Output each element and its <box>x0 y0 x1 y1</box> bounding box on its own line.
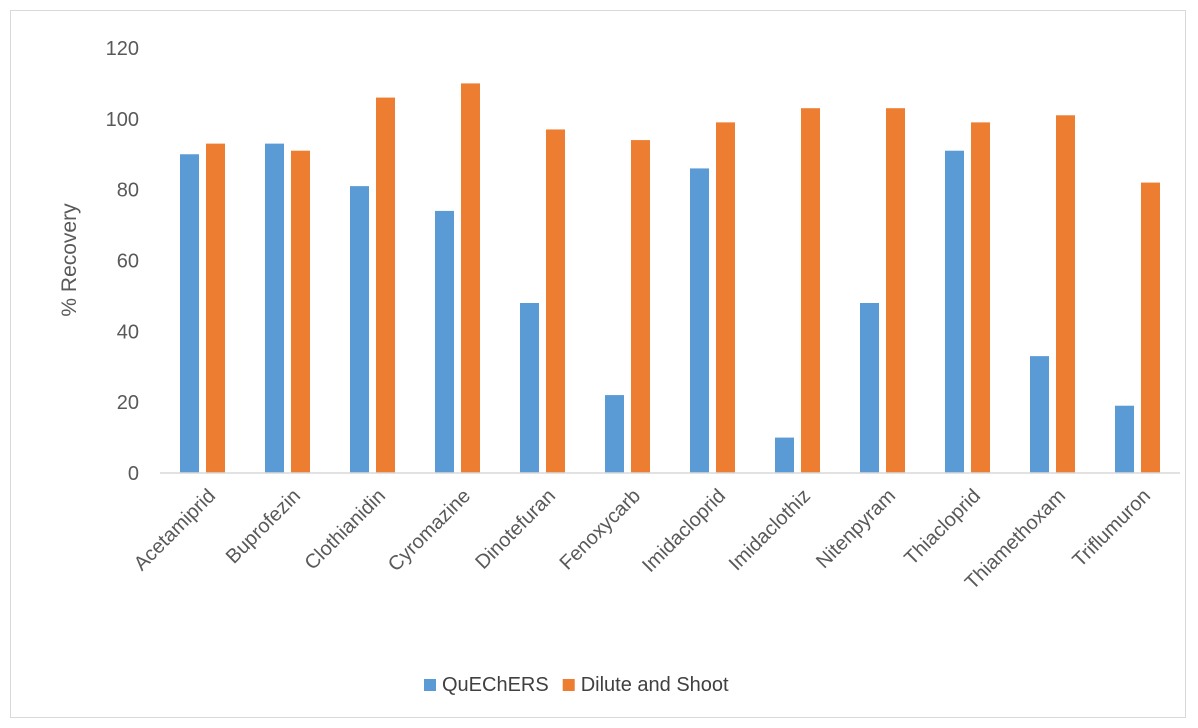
bar-dilute-thiamethoxam <box>1056 115 1075 474</box>
legend-label: QuEChERS <box>442 674 549 696</box>
y-tick-label: 40 <box>117 321 139 343</box>
bar-dilute-fenoxycarb <box>631 140 650 474</box>
y-tick-label: 120 <box>106 38 139 60</box>
bar-dilute-imidaclothiz <box>801 108 820 473</box>
bar-dilute-buprofezin <box>291 150 310 474</box>
bar-dilute-thiacloprid <box>971 122 990 473</box>
bar-dilute-acetamiprid <box>206 143 225 473</box>
bar-quechers-nitenpyram <box>860 303 879 473</box>
category-label: Clothianidin <box>301 485 390 574</box>
bar-quechers-acetamiprid <box>180 154 199 473</box>
category-label: Triflumuron <box>1068 485 1155 572</box>
bar-dilute-cyromazine <box>461 83 480 474</box>
category-label: Thiacloprid <box>900 485 985 570</box>
category-label: Dinotefuran <box>471 485 560 574</box>
bar-quechers-cyromazine <box>435 210 454 473</box>
legend-label: Dilute and Shoot <box>581 674 729 696</box>
bar-quechers-fenoxycarb <box>605 395 624 473</box>
bar-quechers-triflumuron <box>1115 405 1134 473</box>
bar-quechers-imidaclothiz <box>775 437 794 473</box>
category-label: Imidacloprid <box>638 485 730 577</box>
legend-swatch-dilute <box>562 679 575 691</box>
bar-quechers-clothianidin <box>350 186 369 473</box>
y-tick-label: 100 <box>106 109 139 131</box>
legend-swatch-quechers <box>424 679 436 691</box>
bars <box>180 83 1160 474</box>
category-label: Nitenpyram <box>812 485 900 573</box>
bar-dilute-triflumuron <box>1141 182 1160 474</box>
bar-dilute-nitenpyram <box>886 108 905 473</box>
y-axis-label: % Recovery <box>58 203 81 317</box>
bar-quechers-thiamethoxam <box>1030 356 1049 473</box>
bar-quechers-thiacloprid <box>945 150 964 474</box>
y-tick-label: 80 <box>117 180 139 202</box>
category-label: Cyromazine <box>384 485 475 576</box>
category-label: Acetamiprid <box>130 485 220 575</box>
bar-quechers-imidacloprid <box>690 168 709 473</box>
category-label: Fenoxycarb <box>556 485 645 574</box>
bar-dilute-imidacloprid <box>716 122 735 473</box>
bar-quechers-buprofezin <box>265 143 284 473</box>
category-label: Buprofezin <box>222 485 305 568</box>
y-axis-ticks: 0 20 40 60 80 100 120 <box>106 38 139 485</box>
category-label: Imidaclothiz <box>725 485 815 575</box>
category-labels: Acetamiprid BuprofezinClothianidinCyromaz… <box>130 485 1155 594</box>
y-tick-label: 60 <box>117 251 139 273</box>
bar-quechers-dinotefuran <box>520 303 539 473</box>
bar-dilute-dinotefuran <box>546 129 565 474</box>
bar-dilute-clothianidin <box>376 97 395 473</box>
legend: QuEChERS Dilute and Shoot <box>424 674 729 696</box>
y-tick-label: 0 <box>128 463 139 485</box>
y-tick-label: 20 <box>117 392 139 414</box>
